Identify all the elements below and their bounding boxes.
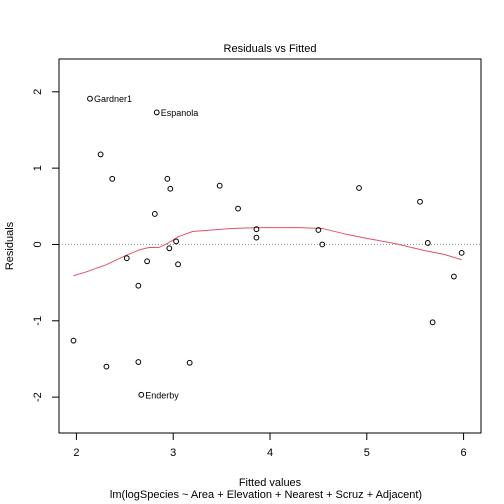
data-point [356, 185, 362, 191]
data-point [70, 337, 77, 344]
y-tick-label: 0 [32, 241, 44, 247]
y-tick-label: -1 [32, 316, 44, 326]
y-axis-label: Residuals [4, 221, 16, 270]
point-label: Enderby [145, 390, 179, 400]
x-axis-label: Fitted values [239, 477, 302, 489]
x-tick-label: 3 [170, 447, 176, 459]
data-point [175, 261, 181, 268]
data-point [103, 363, 110, 370]
y-axis: -2 -1 0 1 2 [32, 89, 60, 402]
data-point [235, 205, 241, 212]
x-tick-label: 2 [73, 447, 79, 459]
point-label: Gardner1 [94, 94, 132, 104]
x-tick-label: 5 [364, 447, 370, 459]
y-tick-label: 1 [32, 165, 44, 171]
data-point [450, 273, 457, 280]
data-point [97, 151, 104, 158]
y-tick-label: 2 [32, 89, 44, 95]
data-point [319, 241, 326, 248]
data-point [253, 234, 260, 241]
data-point [167, 185, 174, 192]
data-point [153, 109, 160, 116]
smooth-trend-line [73, 227, 462, 277]
plot-frame [58, 58, 482, 434]
data-point [417, 198, 423, 205]
data-point [315, 227, 322, 233]
data-point [135, 282, 142, 289]
data-point [138, 391, 145, 398]
data-point [173, 238, 180, 245]
x-axis: 2 3 4 5 6 [73, 432, 467, 459]
point-labels-layer: Gardner1 Espanola Enderby [94, 94, 198, 400]
data-point [424, 240, 431, 246]
data-point [87, 95, 93, 102]
data-point [135, 359, 142, 365]
data-point [186, 359, 193, 366]
point-label: Espanola [161, 108, 199, 118]
data-point [458, 249, 465, 256]
smooth-line-layer [73, 227, 462, 277]
chart-title: Residuals vs Fitted [224, 43, 317, 55]
data-point [109, 175, 116, 182]
data-point [216, 182, 223, 189]
data-point [164, 175, 171, 182]
x-tick-label: 4 [267, 447, 273, 459]
data-point [123, 255, 130, 262]
y-tick-label: -2 [32, 392, 44, 402]
x-axis-subtitle: lm(logSpecies ~ Area + Elevation + Neare… [110, 489, 422, 501]
data-point [166, 245, 173, 252]
data-point [144, 258, 150, 265]
x-tick-label: 6 [461, 447, 467, 459]
data-point [253, 226, 260, 233]
points-layer [70, 95, 465, 398]
data-point [429, 319, 436, 326]
data-point [151, 211, 158, 217]
